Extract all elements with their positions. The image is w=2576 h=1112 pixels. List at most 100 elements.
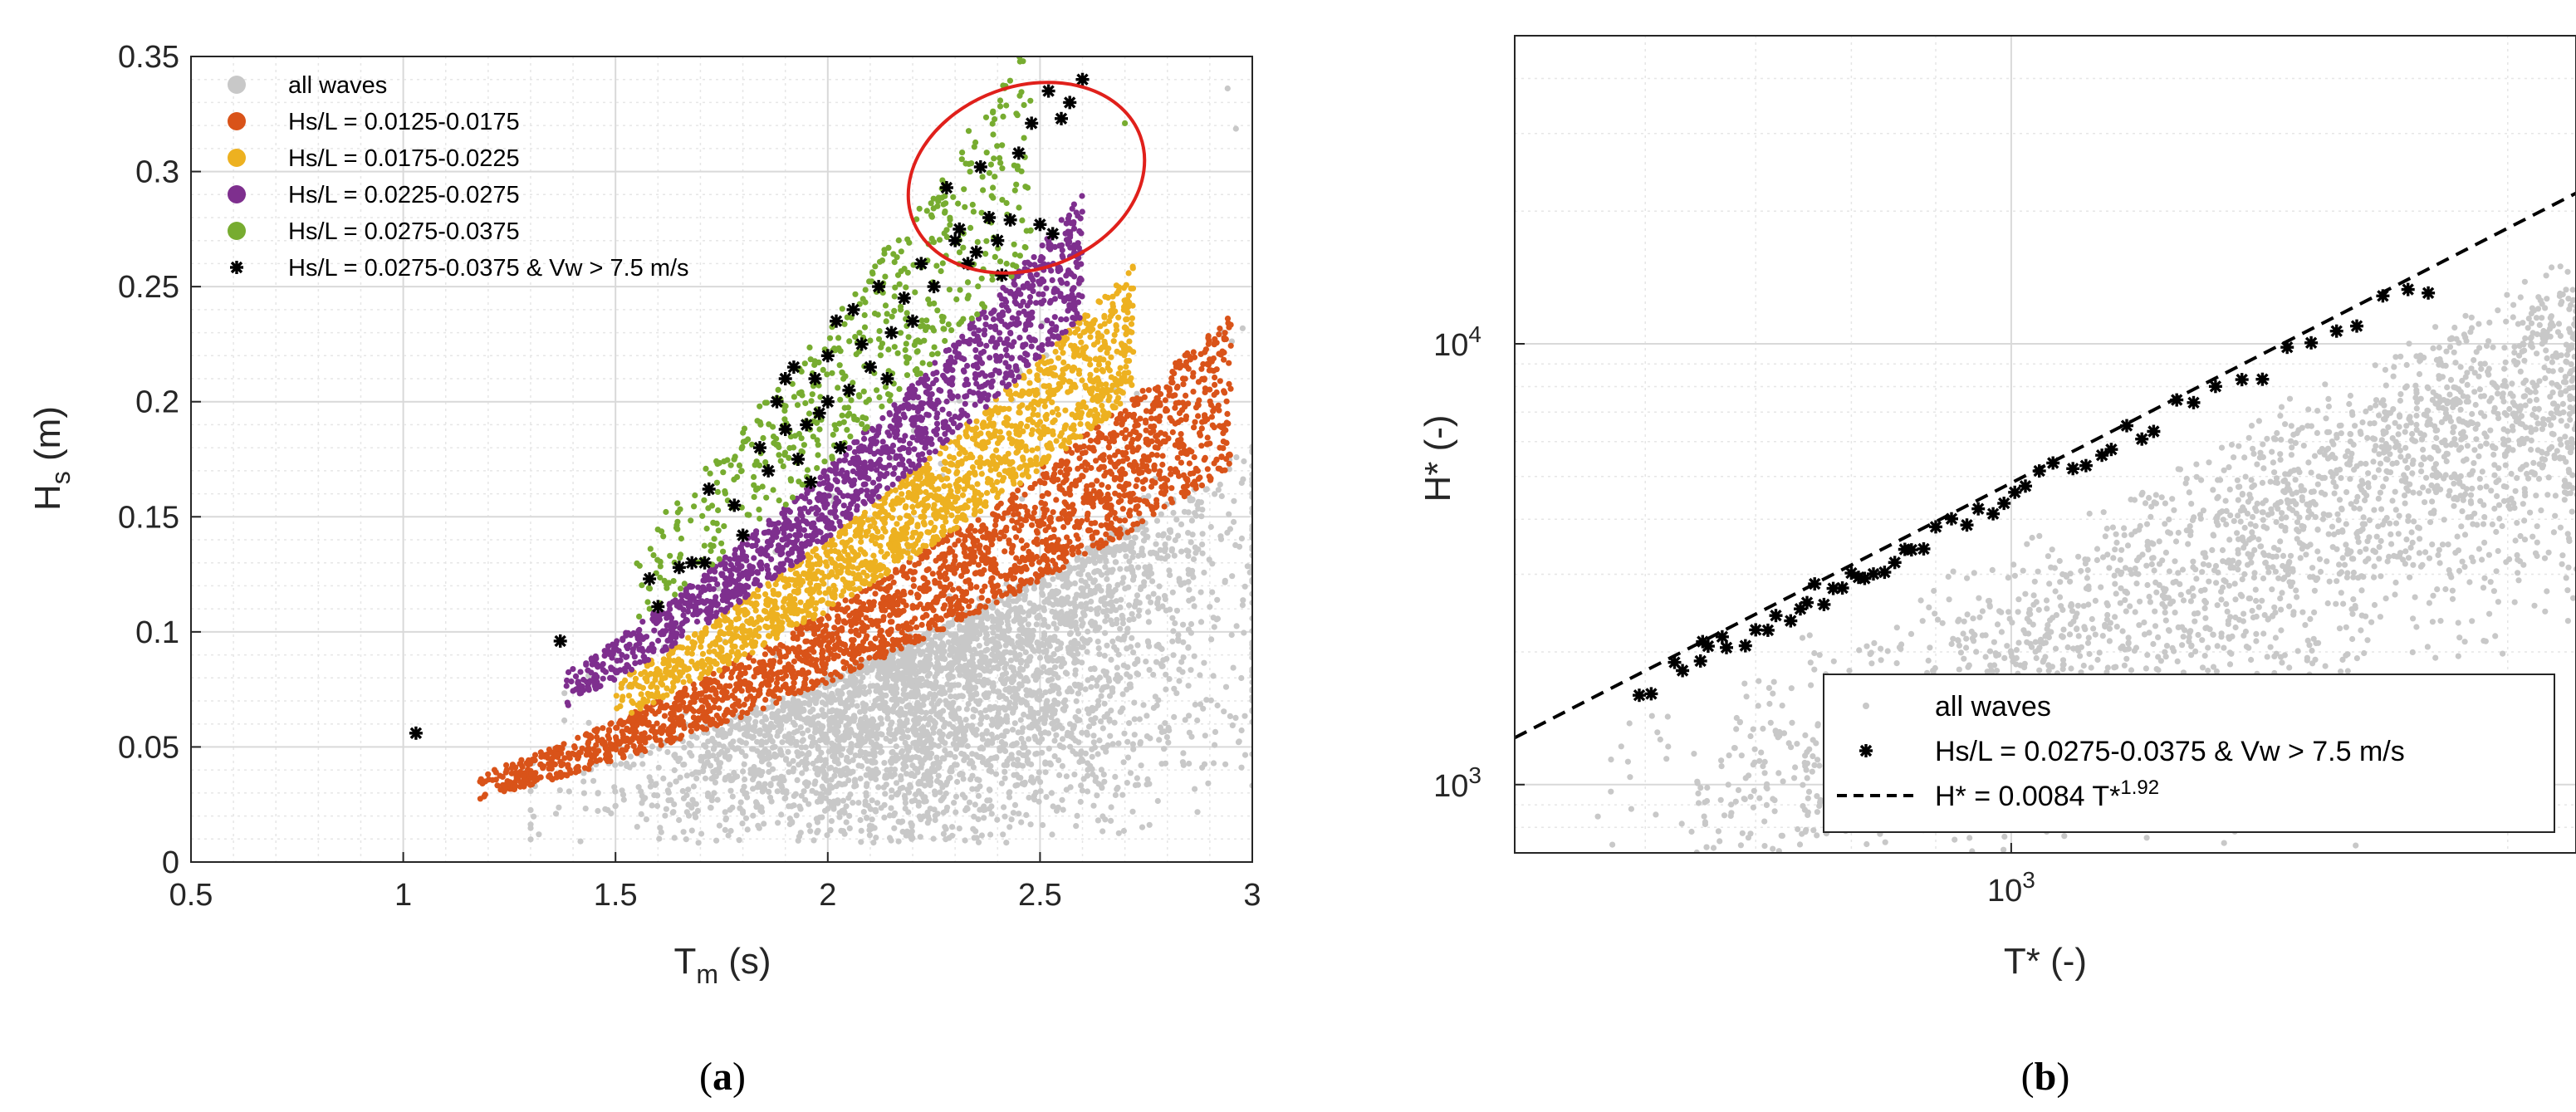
scatter-point-all-waves <box>1113 620 1119 627</box>
scatter-point-all-waves <box>936 729 943 737</box>
scatter-point-all-waves <box>937 789 943 796</box>
scatter-point-all-waves <box>965 644 972 650</box>
scatter-point-all-waves <box>975 816 982 823</box>
scatter-point-all-waves <box>1046 730 1052 737</box>
scatter-point-all-waves <box>799 737 806 745</box>
scatter-point-all-waves <box>956 654 963 661</box>
scatter-point-all-waves <box>1073 823 1080 830</box>
scatter-point-all-waves <box>1112 586 1119 593</box>
scatter-point-all-waves <box>1095 781 1102 787</box>
scatter-point-all-waves <box>1002 768 1008 776</box>
scatter-point-range1 <box>1033 536 1041 542</box>
scatter-point-all-waves <box>1148 599 1154 605</box>
scatter-point-all-waves <box>1192 701 1198 708</box>
scatter-point-all-waves <box>1055 690 1062 697</box>
scatter-point-all-waves <box>789 735 796 742</box>
scatter-point-all-waves <box>873 688 879 694</box>
scatter-point-all-waves <box>738 748 746 756</box>
scatter-point-all-waves <box>881 760 888 767</box>
scatter-point-all-waves <box>899 784 906 791</box>
scatter-point-all-waves <box>930 693 937 699</box>
scatter-point-range1 <box>858 656 864 663</box>
scatter-point-range1 <box>1022 564 1029 571</box>
scatter-point-all-waves <box>1021 779 1028 786</box>
scatter-point-all-waves <box>1013 598 1020 605</box>
scatter-point-all-waves <box>851 714 858 721</box>
scatter-point-all-waves <box>867 683 874 689</box>
scatter-point-all-waves <box>819 791 825 798</box>
scatter-point-all-waves <box>642 795 649 801</box>
scatter-point-all-waves <box>930 729 937 736</box>
scatter-point-range1 <box>961 561 967 567</box>
scatter-point-all-waves <box>1131 699 1138 706</box>
scatter-point-all-waves <box>1106 678 1113 684</box>
scatter-point-all-waves <box>1155 697 1162 703</box>
scatter-point-all-waves <box>814 829 820 836</box>
scatter-point-range1 <box>1223 398 1230 404</box>
scatter-point-all-waves <box>869 823 875 830</box>
scatter-point-range1 <box>1180 381 1187 388</box>
scatter-point-all-waves <box>820 712 826 718</box>
scatter-point-all-waves <box>1199 531 1206 537</box>
scatter-point-range1 <box>762 651 769 658</box>
scatter-point-all-waves <box>845 795 852 801</box>
scatter-point-range1 <box>1204 434 1211 441</box>
scatter-point-all-waves <box>782 757 790 763</box>
scatter-point-range1 <box>1195 379 1202 385</box>
scatter-point-all-waves <box>768 798 775 805</box>
scatter-point-range1 <box>1191 453 1197 461</box>
scatter-point-all-waves <box>951 800 957 806</box>
scatter-point-all-waves <box>1078 748 1085 755</box>
scatter-point-all-waves <box>1115 740 1122 747</box>
scatter-point-all-waves <box>938 797 944 804</box>
scatter-point-all-waves <box>720 743 727 750</box>
scatter-point-all-waves <box>823 739 830 746</box>
scatter-point-all-waves <box>962 663 968 669</box>
scatter-point-range1 <box>1205 340 1212 347</box>
scatter-point-all-waves <box>977 649 984 656</box>
scatter-point-all-waves <box>1239 602 1246 609</box>
scatter-point-all-waves <box>1130 615 1137 623</box>
scatter-point-range1 <box>1153 497 1160 503</box>
scatter-point-all-waves <box>962 837 968 844</box>
scatter-point-all-waves <box>771 743 778 750</box>
scatter-point-all-waves <box>1046 637 1052 644</box>
scatter-point-all-waves <box>1108 599 1114 605</box>
scatter-point-all-waves <box>1127 770 1134 776</box>
scatter-point-all-waves <box>797 830 804 836</box>
scatter-point-all-waves <box>1064 584 1071 590</box>
scatter-point-all-waves <box>998 732 1005 739</box>
scatter-point-all-waves <box>1051 636 1058 643</box>
scatter-point-all-waves <box>834 713 840 719</box>
scatter-point-range1 <box>1130 411 1138 418</box>
scatter-point-range1 <box>910 576 917 583</box>
scatter-point-all-waves <box>942 824 948 830</box>
scatter-point-all-waves <box>1018 735 1025 742</box>
scatter-point-all-waves <box>903 757 909 763</box>
scatter-point-all-waves <box>1150 590 1157 597</box>
scatter-point-range1 <box>973 584 980 590</box>
scatter-point-all-waves <box>1111 644 1118 650</box>
scatter-point-all-waves <box>1214 596 1221 603</box>
scatter-point-all-waves <box>982 707 989 714</box>
scatter-point-all-waves <box>835 748 842 755</box>
scatter-point-all-waves <box>815 720 822 727</box>
scatter-point-all-waves <box>888 731 894 738</box>
scatter-point-all-waves <box>744 794 751 801</box>
scatter-point-all-waves <box>1113 559 1119 566</box>
scatter-point-range1 <box>908 589 914 596</box>
scatter-point-all-waves <box>556 787 563 794</box>
scatter-point-range1 <box>1174 383 1181 390</box>
scatter-point-all-waves <box>987 797 993 804</box>
scatter-point-all-waves <box>968 725 975 732</box>
scatter-point-all-waves <box>1229 722 1236 729</box>
scatter-point-all-waves <box>957 770 964 777</box>
scatter-point-all-waves <box>999 693 1006 699</box>
scatter-point-all-waves <box>1197 619 1205 625</box>
scatter-point-all-waves <box>945 639 952 645</box>
scatter-point-all-waves <box>634 824 640 830</box>
scatter-point-all-waves <box>819 783 825 790</box>
scatter-point-all-waves <box>971 835 977 841</box>
scatter-point-all-waves <box>1003 661 1010 668</box>
scatter-point-all-waves <box>950 723 957 731</box>
